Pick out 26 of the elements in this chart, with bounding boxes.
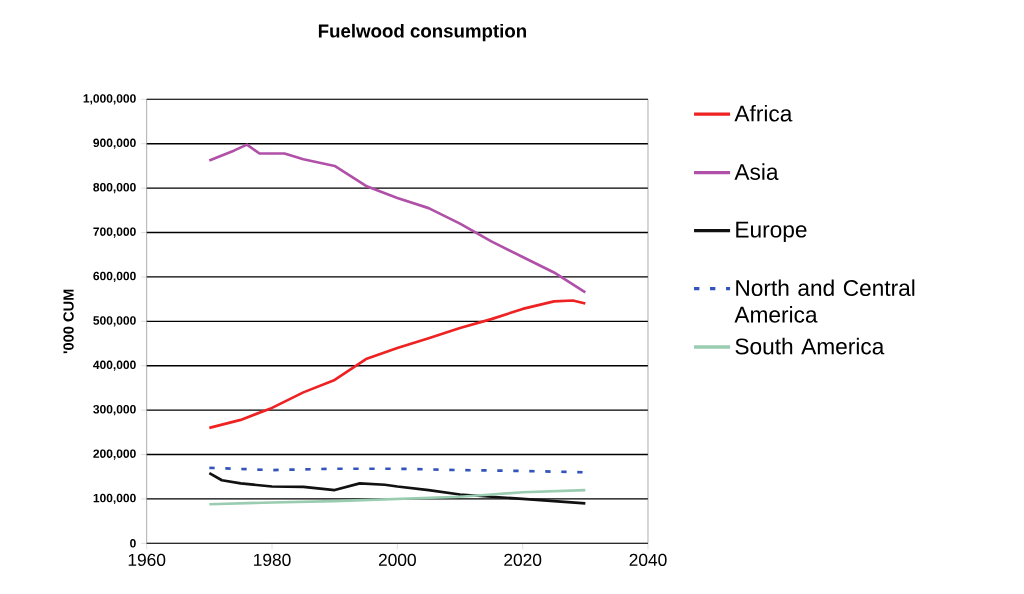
x-tick-label: 2000 bbox=[378, 553, 416, 567]
x-tick-label: 2040 bbox=[629, 553, 667, 567]
legend-label: Asia bbox=[734, 163, 779, 181]
legend-label: Europe bbox=[736, 221, 807, 243]
y-tick-label: 500,000 bbox=[93, 316, 136, 327]
y-tick-label: 800,000 bbox=[93, 183, 136, 194]
y-tick-label: 700,000 bbox=[93, 227, 136, 238]
y-tick-label: 400,000 bbox=[93, 360, 136, 371]
y-tick-label: 600,000 bbox=[93, 271, 136, 283]
line-series bbox=[208, 471, 587, 505]
y-tick-label: 0 bbox=[130, 539, 136, 548]
legend-label: Africa bbox=[734, 104, 793, 122]
y-tick-label: 300,000 bbox=[93, 405, 136, 416]
y-tick-label: 200,000 bbox=[93, 449, 136, 460]
legend-label: South America bbox=[735, 337, 885, 355]
x-tick-label: 1980 bbox=[254, 553, 291, 567]
x-tick-label: 1960 bbox=[128, 553, 166, 567]
legend-label: North and Central America bbox=[734, 279, 915, 323]
chart-title: Fuelwood consumption bbox=[318, 23, 526, 42]
x-tick-label: 2020 bbox=[504, 553, 542, 567]
y-tick-label: 1,000,000 bbox=[83, 94, 136, 105]
line-series bbox=[208, 299, 587, 430]
line-series bbox=[208, 143, 587, 294]
y-tick-label: 100,000 bbox=[93, 493, 136, 505]
y-axis-title: '000 CUM bbox=[63, 289, 74, 354]
y-tick-label: 900,000 bbox=[93, 138, 136, 149]
